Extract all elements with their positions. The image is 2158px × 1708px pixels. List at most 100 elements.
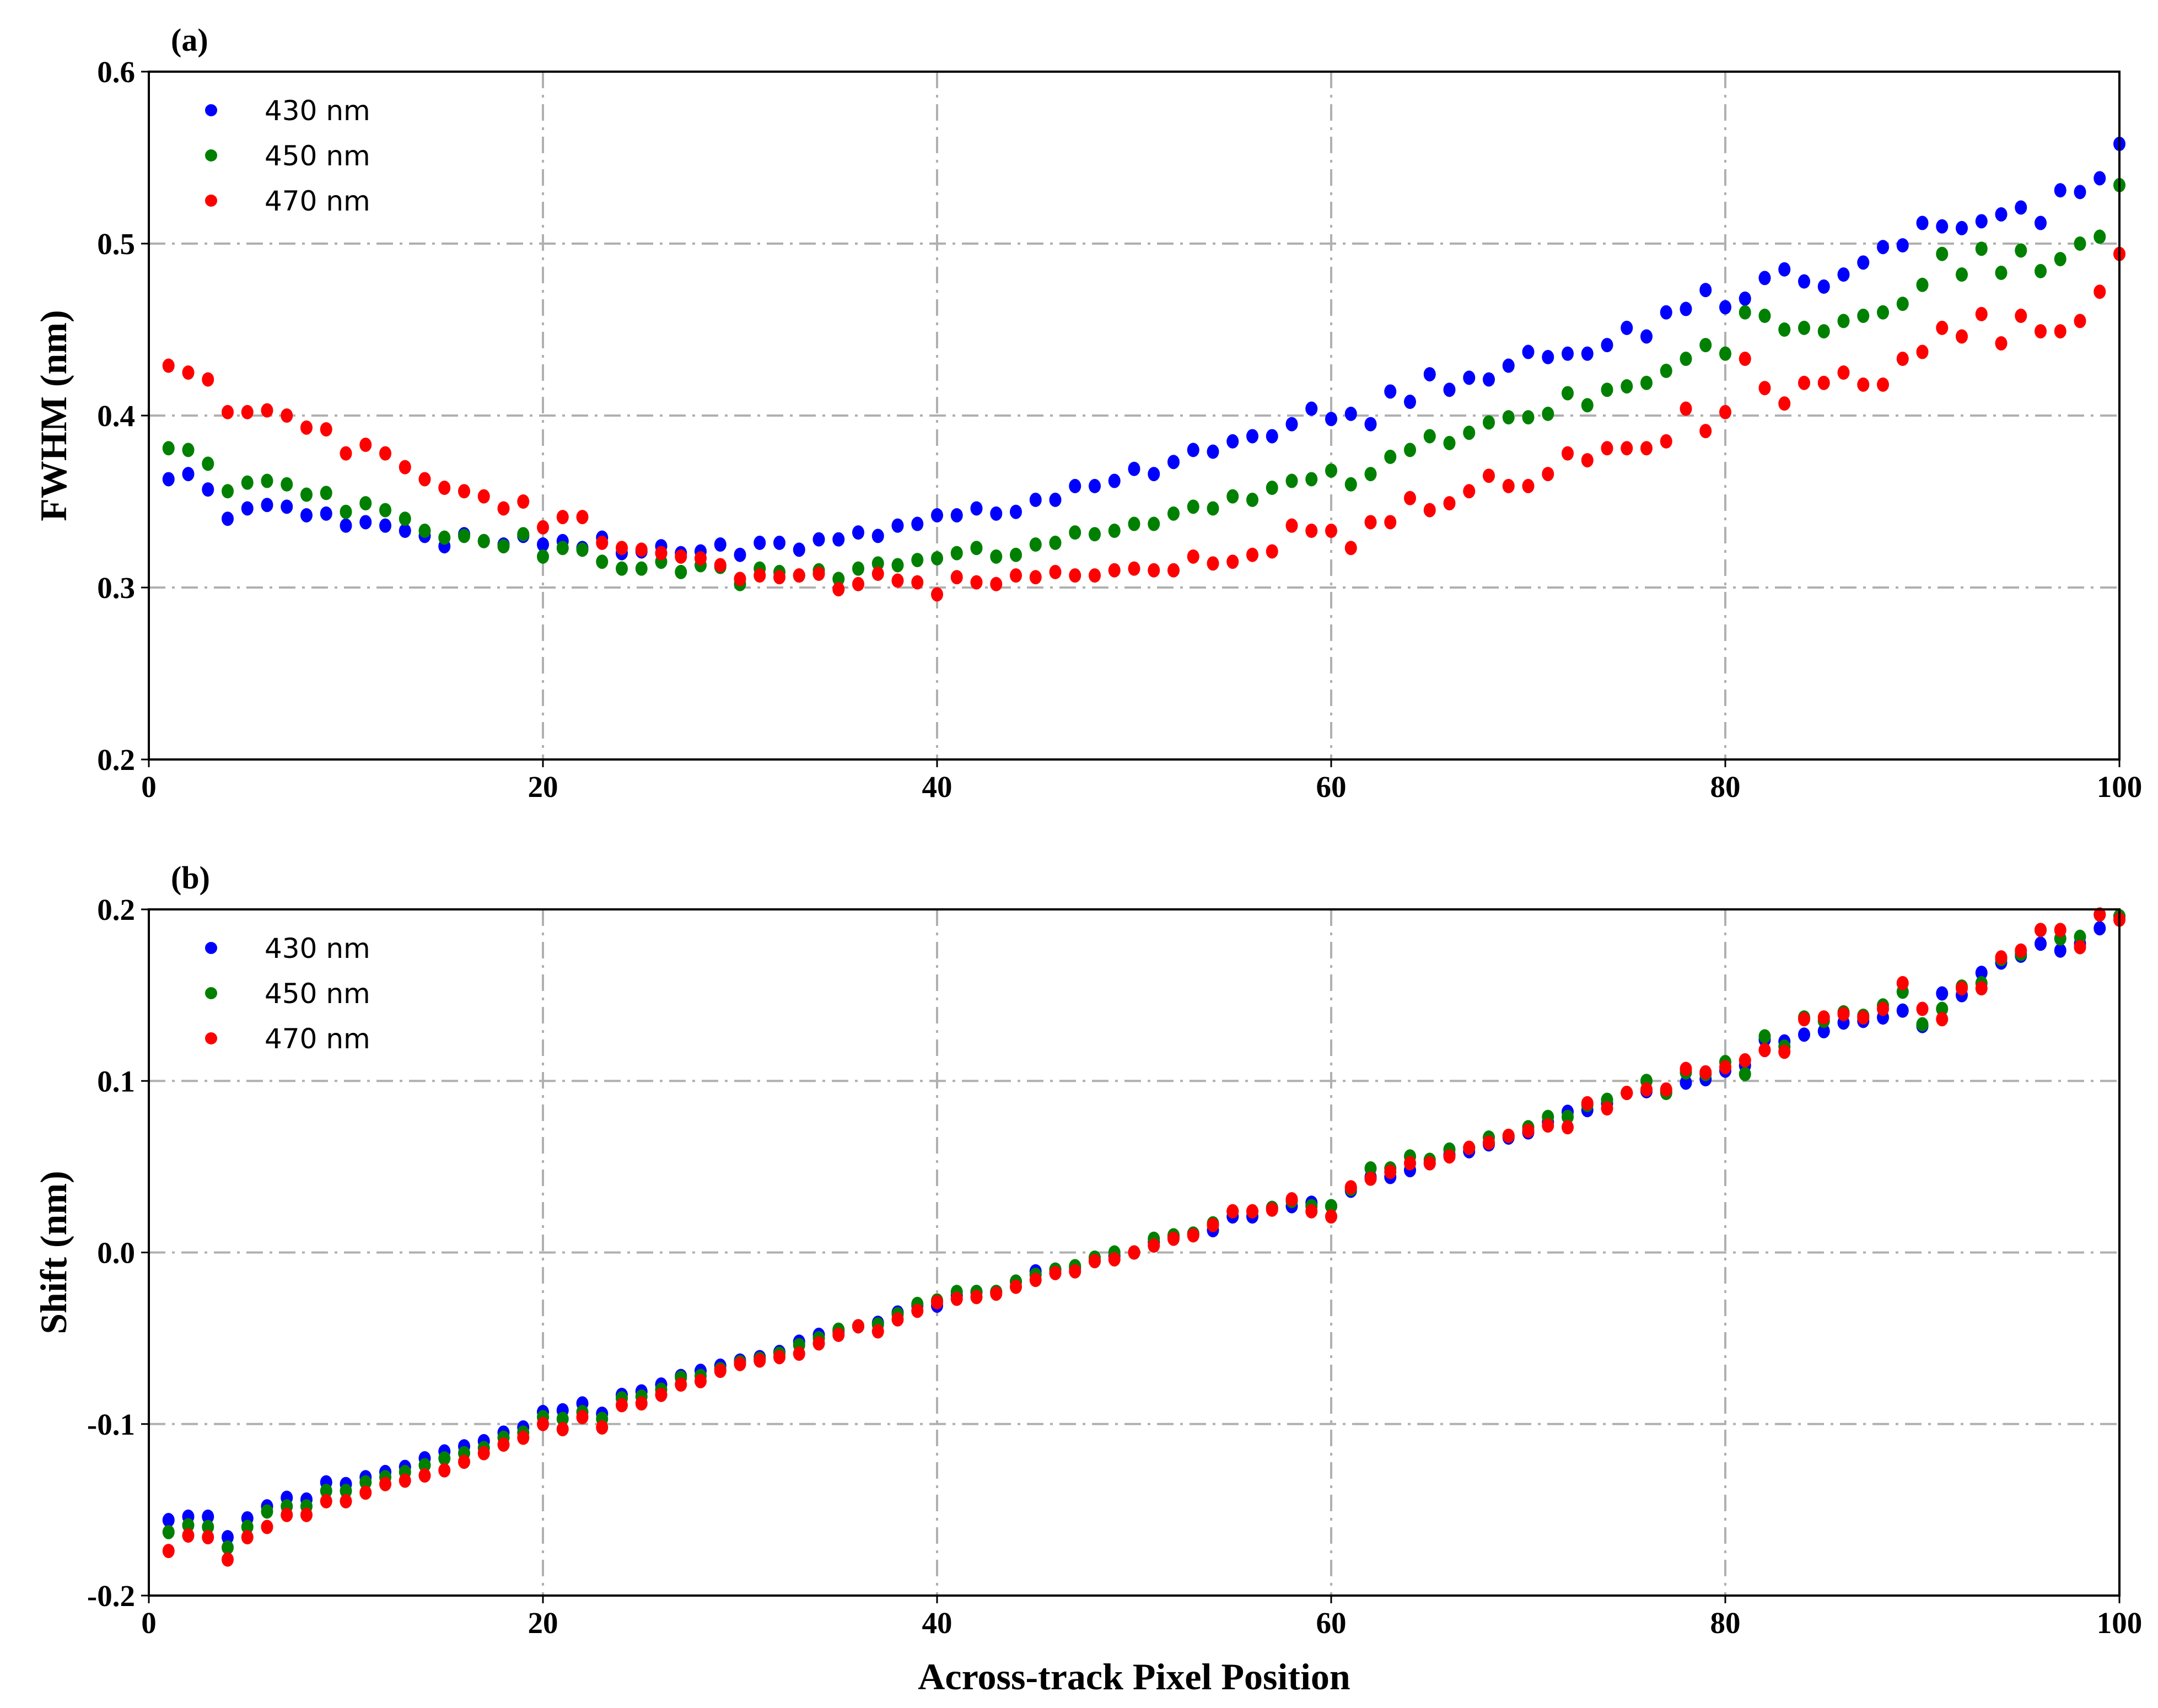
data-point <box>1877 1001 1889 1016</box>
data-point <box>1778 1044 1791 1059</box>
data-point <box>1719 405 1731 419</box>
data-point <box>1325 412 1337 427</box>
series-450-nm <box>162 177 2125 591</box>
data-point <box>1896 297 1909 311</box>
data-point <box>1877 377 1889 392</box>
y-tick-label: 0.0 <box>97 1236 135 1270</box>
legend-label: 470 nm <box>265 185 370 217</box>
data-point <box>871 567 884 581</box>
data-point <box>596 535 609 550</box>
data-point <box>458 1454 470 1469</box>
data-point <box>1364 1161 1377 1176</box>
data-point <box>1463 370 1476 385</box>
x-tick-label: 20 <box>528 770 558 804</box>
data-point <box>1857 309 1870 324</box>
data-point <box>1305 524 1318 538</box>
data-point <box>241 1520 254 1534</box>
data-point <box>1246 1204 1258 1219</box>
data-point <box>1621 1086 1633 1101</box>
data-point <box>556 1422 569 1437</box>
data-point <box>458 484 470 499</box>
data-point <box>1029 492 1042 507</box>
data-point <box>1699 283 1712 298</box>
data-point <box>1936 986 1949 1001</box>
data-point <box>1108 563 1121 578</box>
data-point <box>2054 183 2066 198</box>
data-point <box>399 1473 411 1488</box>
data-point <box>300 508 313 522</box>
data-point <box>891 558 904 573</box>
data-point <box>852 1319 864 1334</box>
data-point <box>1167 563 1180 578</box>
data-point <box>734 547 746 562</box>
data-point <box>1423 429 1436 444</box>
data-point <box>1798 1012 1810 1027</box>
data-point <box>1995 950 2008 965</box>
legend-marker <box>205 104 217 116</box>
y-tick-label: 0.1 <box>97 1064 135 1098</box>
data-point <box>1423 367 1436 382</box>
data-point <box>576 510 589 525</box>
data-point <box>222 484 234 499</box>
data-point <box>1719 300 1731 315</box>
data-point <box>1562 446 1574 461</box>
data-point <box>222 1552 234 1567</box>
data-point <box>1325 1209 1337 1224</box>
y-tick-label: 0.6 <box>97 55 135 89</box>
y-tick-label: 0.2 <box>97 743 135 777</box>
data-point <box>1305 401 1318 416</box>
data-point <box>1128 561 1140 576</box>
data-point <box>340 518 352 533</box>
data-point <box>616 1398 628 1413</box>
data-point <box>1621 379 1633 394</box>
data-point <box>1522 344 1535 359</box>
data-point <box>1423 503 1436 518</box>
data-point <box>832 582 845 597</box>
data-point <box>1995 207 2008 222</box>
data-point <box>261 1520 273 1534</box>
data-point <box>1483 1135 1495 1150</box>
data-point <box>1916 215 1929 230</box>
data-point <box>1936 219 1949 234</box>
data-point <box>1601 441 1613 456</box>
data-point <box>1246 492 1258 507</box>
data-point <box>1817 324 1830 339</box>
data-point <box>1384 1165 1397 1179</box>
data-point <box>1562 386 1574 401</box>
data-point <box>2074 314 2086 328</box>
data-point <box>950 570 963 585</box>
legend-marker <box>205 987 217 999</box>
data-point <box>1167 506 1180 521</box>
data-point <box>222 511 234 526</box>
data-point <box>1148 467 1160 482</box>
data-point <box>182 467 195 482</box>
data-point <box>1305 472 1318 487</box>
data-point <box>1502 478 1515 493</box>
data-point <box>2015 943 2027 958</box>
data-point <box>458 529 470 543</box>
data-point <box>1956 329 1968 344</box>
data-point <box>1226 554 1239 569</box>
data-point <box>182 1528 195 1543</box>
data-point <box>1404 1156 1416 1171</box>
data-point <box>1364 467 1377 482</box>
data-point <box>162 1544 175 1559</box>
data-point <box>162 358 175 373</box>
data-point <box>1621 320 1633 335</box>
data-point <box>1640 441 1653 456</box>
data-point <box>1936 320 1949 335</box>
data-point <box>477 534 490 548</box>
data-point <box>1975 214 1988 229</box>
data-point <box>261 403 273 418</box>
data-point <box>1029 537 1042 552</box>
data-point <box>1187 1228 1199 1243</box>
data-point <box>911 575 924 590</box>
data-point <box>832 532 845 547</box>
series-450-nm <box>162 907 2125 1555</box>
data-point <box>320 422 332 437</box>
x-tick-label: 20 <box>528 1606 558 1640</box>
x-tick-label: 60 <box>1316 770 1347 804</box>
data-point <box>241 1530 254 1545</box>
data-point <box>340 1484 352 1499</box>
data-point <box>162 472 175 487</box>
